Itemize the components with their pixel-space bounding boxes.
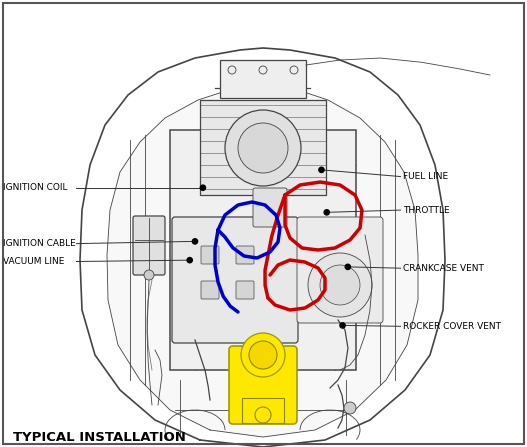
Text: IGNITION COIL: IGNITION COIL <box>3 183 67 192</box>
Text: IGNITION CABLE: IGNITION CABLE <box>3 239 75 248</box>
FancyBboxPatch shape <box>220 60 306 98</box>
Polygon shape <box>107 85 418 437</box>
Circle shape <box>225 110 301 186</box>
Circle shape <box>238 123 288 173</box>
FancyBboxPatch shape <box>133 216 165 275</box>
Circle shape <box>249 341 277 369</box>
FancyBboxPatch shape <box>201 281 219 299</box>
Circle shape <box>319 167 324 173</box>
FancyBboxPatch shape <box>200 100 326 195</box>
Circle shape <box>340 323 345 328</box>
Circle shape <box>187 257 192 263</box>
Circle shape <box>320 265 360 305</box>
FancyBboxPatch shape <box>229 346 297 424</box>
FancyBboxPatch shape <box>236 281 254 299</box>
FancyBboxPatch shape <box>172 217 298 343</box>
Text: CRANKCASE VENT: CRANKCASE VENT <box>403 264 484 273</box>
Text: THROTTLE: THROTTLE <box>403 206 450 215</box>
Circle shape <box>345 264 350 270</box>
FancyBboxPatch shape <box>242 398 284 423</box>
Text: FUEL LINE: FUEL LINE <box>403 172 448 181</box>
FancyBboxPatch shape <box>170 130 356 370</box>
FancyBboxPatch shape <box>236 246 254 264</box>
Circle shape <box>192 239 198 244</box>
Circle shape <box>324 210 329 215</box>
Text: TYPICAL INSTALLATION: TYPICAL INSTALLATION <box>13 431 186 444</box>
Circle shape <box>241 333 285 377</box>
Text: ROCKER COVER VENT: ROCKER COVER VENT <box>403 322 501 331</box>
Circle shape <box>308 253 372 317</box>
FancyBboxPatch shape <box>297 217 383 323</box>
Circle shape <box>344 402 356 414</box>
FancyBboxPatch shape <box>253 188 287 227</box>
Circle shape <box>200 185 206 190</box>
FancyBboxPatch shape <box>201 246 219 264</box>
Circle shape <box>255 407 271 423</box>
Text: VACUUM LINE: VACUUM LINE <box>3 257 64 266</box>
Circle shape <box>144 270 154 280</box>
